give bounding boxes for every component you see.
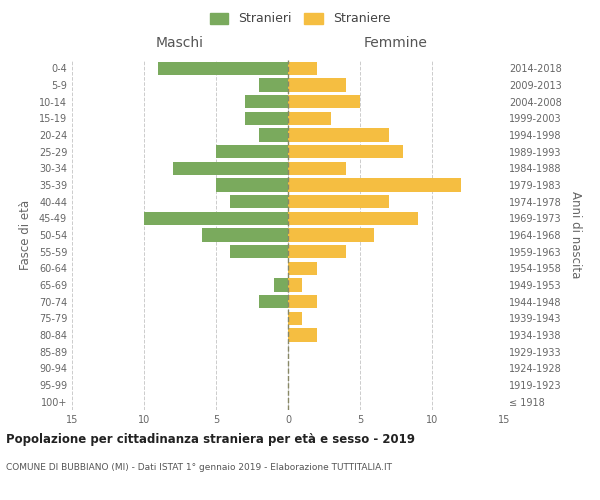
Bar <box>288 178 461 192</box>
Text: Maschi: Maschi <box>156 36 204 50</box>
Text: COMUNE DI BUBBIANO (MI) - Dati ISTAT 1° gennaio 2019 - Elaborazione TUTTITALIA.I: COMUNE DI BUBBIANO (MI) - Dati ISTAT 1° … <box>6 462 392 471</box>
Y-axis label: Anni di nascita: Anni di nascita <box>569 192 581 278</box>
Bar <box>259 295 288 308</box>
Legend: Stranieri, Straniere: Stranieri, Straniere <box>206 8 394 29</box>
Bar <box>288 78 346 92</box>
Bar <box>288 145 403 158</box>
Bar <box>216 178 288 192</box>
Bar <box>274 278 288 291</box>
Bar <box>288 312 302 325</box>
Bar <box>288 195 389 208</box>
Bar <box>288 228 374 241</box>
Text: Femmine: Femmine <box>364 36 428 50</box>
Bar <box>173 162 288 175</box>
Bar <box>245 112 288 125</box>
Text: Popolazione per cittadinanza straniera per età e sesso - 2019: Popolazione per cittadinanza straniera p… <box>6 432 415 446</box>
Bar <box>144 212 288 225</box>
Bar <box>216 145 288 158</box>
Y-axis label: Fasce di età: Fasce di età <box>19 200 32 270</box>
Bar <box>288 162 346 175</box>
Bar <box>158 62 288 75</box>
Bar <box>288 128 389 141</box>
Bar <box>288 295 317 308</box>
Bar <box>288 262 317 275</box>
Bar <box>230 245 288 258</box>
Bar <box>288 212 418 225</box>
Bar <box>288 245 346 258</box>
Bar <box>288 112 331 125</box>
Bar <box>230 195 288 208</box>
Bar <box>288 328 317 342</box>
Bar <box>288 62 317 75</box>
Bar <box>259 78 288 92</box>
Bar <box>245 95 288 108</box>
Bar <box>202 228 288 241</box>
Bar <box>288 278 302 291</box>
Bar <box>259 128 288 141</box>
Bar <box>288 95 360 108</box>
